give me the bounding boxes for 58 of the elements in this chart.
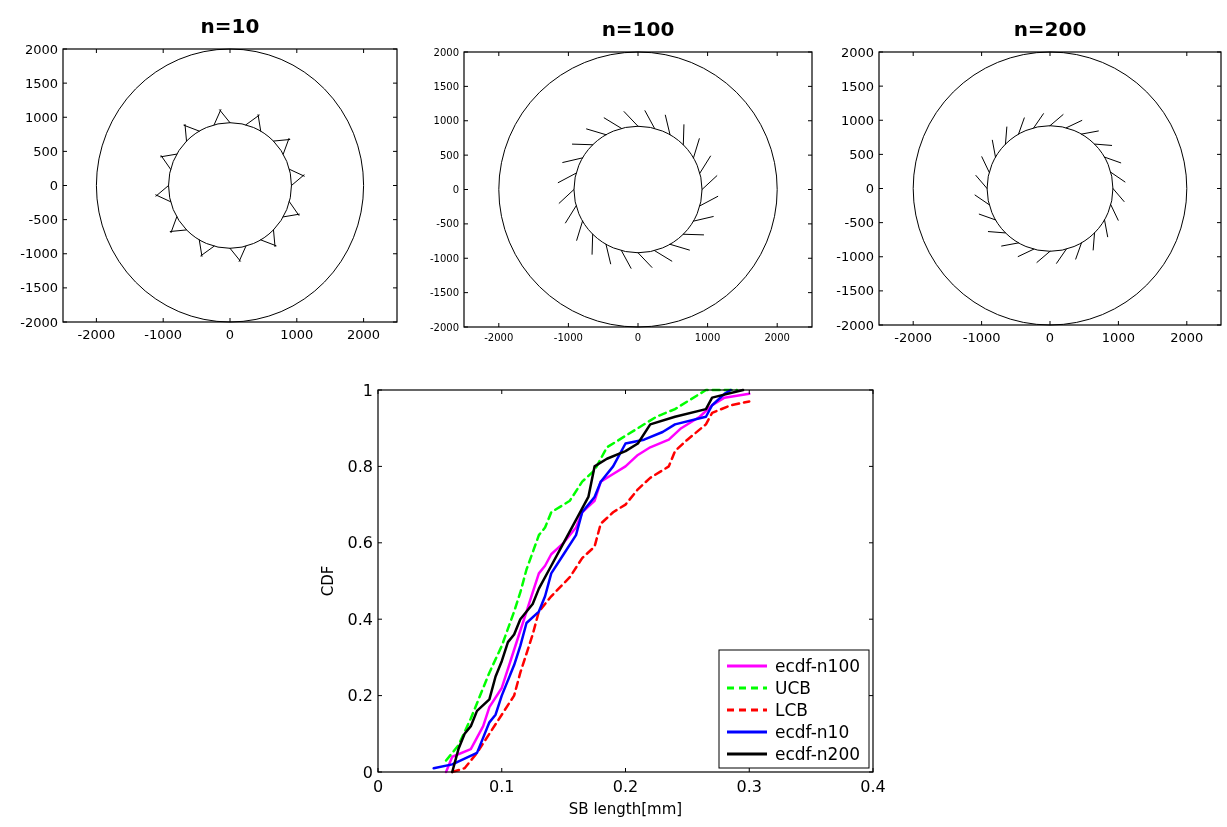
x-tick-label: 1000 (280, 327, 314, 342)
y-tick-label: 1000 (24, 109, 58, 125)
x-tick-label: 0.3 (736, 777, 762, 796)
y-tick-label: 1500 (840, 78, 874, 94)
y-tick-label: -1500 (20, 280, 58, 296)
x-tick-label: 0.2 (612, 777, 639, 796)
x-tick-label: 0.1 (489, 777, 515, 796)
x-tick-label: -2000 (484, 332, 514, 343)
y-tick-label: -500 (28, 212, 58, 228)
y-tick-label: 2000 (24, 41, 58, 57)
y-tick-label: 500 (439, 149, 459, 161)
y-tick-label: -1000 (836, 249, 874, 265)
chart-title: n=100 (601, 17, 675, 41)
y-tick-label: -1000 (429, 252, 459, 264)
y-tick-label: 2000 (840, 44, 874, 60)
x-tick-label: 0 (225, 327, 235, 342)
y-tick-label: 0 (452, 184, 459, 195)
y-tick-label: 0.8 (347, 457, 373, 476)
legend-label: UCB (775, 677, 811, 698)
y-tick-label: 0.6 (347, 533, 373, 553)
y-tick-label: 1000 (840, 112, 874, 128)
x-tick-label: 1000 (694, 332, 721, 343)
y-tick-label: -1500 (836, 283, 874, 299)
x-axis-title: SB length[mm] (568, 800, 683, 818)
y-axis-title: CDF (319, 565, 337, 597)
legend-label: ecdf-n100 (775, 655, 861, 676)
y-tick-label: 1000 (433, 115, 459, 127)
y-tick-label: 0.2 (347, 686, 373, 706)
legend-label: ecdf-n10 (775, 721, 850, 742)
x-tick-label: 2000 (1170, 330, 1204, 345)
y-tick-label: 0 (49, 178, 58, 194)
y-tick-label: -1500 (429, 287, 459, 299)
y-tick-label: 1500 (433, 80, 459, 92)
x-tick-label: -2000 (894, 330, 933, 345)
y-tick-label: 0 (362, 762, 373, 782)
x-tick-label: -1000 (553, 332, 583, 343)
y-tick-label: 1500 (24, 75, 58, 91)
legend-label: ecdf-n200 (775, 743, 861, 764)
x-tick-label: 2000 (764, 332, 790, 343)
y-tick-label: 2000 (433, 46, 459, 58)
y-tick-label: 0.4 (347, 609, 373, 629)
y-tick-label: 1 (362, 380, 373, 400)
x-tick-label: -2000 (77, 327, 116, 342)
x-tick-label: 0 (1045, 330, 1055, 345)
chart-title: n=10 (200, 14, 260, 38)
x-tick-label: -1000 (962, 330, 1001, 345)
x-tick-label: -1000 (144, 327, 183, 342)
legend-label: LCB (775, 699, 809, 720)
y-tick-label: -500 (436, 218, 459, 230)
y-tick-label: -2000 (20, 314, 58, 330)
y-tick-label: -500 (844, 215, 874, 231)
y-tick-label: -1000 (20, 246, 58, 262)
y-tick-label: 500 (33, 143, 58, 159)
y-tick-label: 500 (849, 146, 874, 162)
chart-title: n=200 (1013, 17, 1087, 41)
y-tick-label: 0 (865, 181, 874, 197)
x-tick-label: 0 (634, 332, 642, 343)
x-tick-label: 1000 (1101, 330, 1135, 345)
